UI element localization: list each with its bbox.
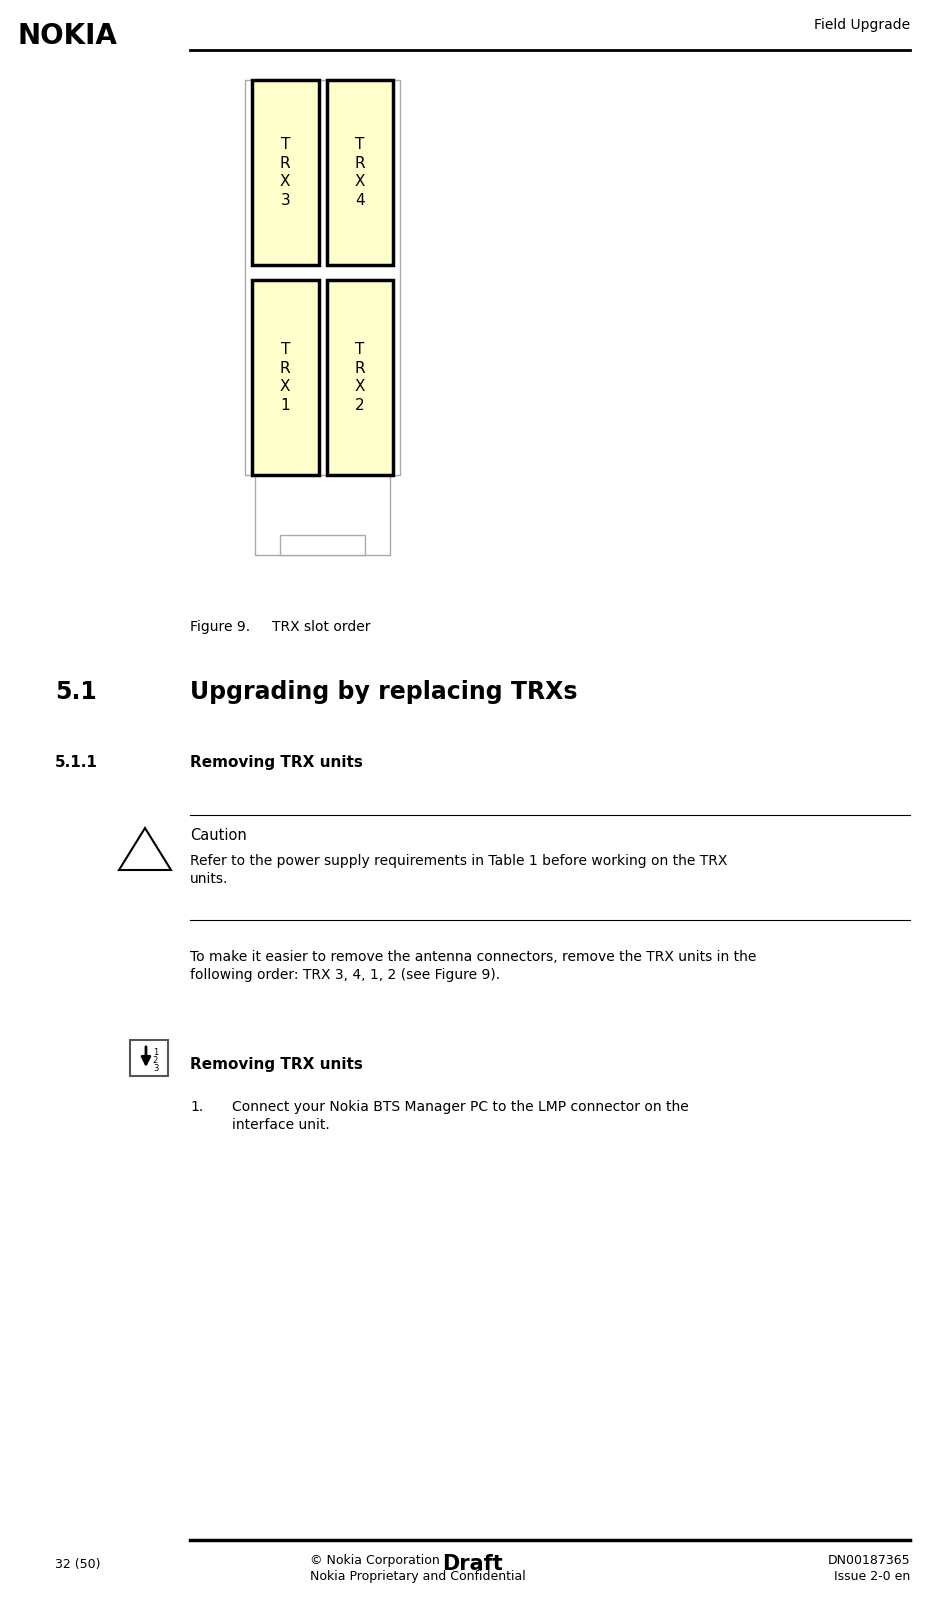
Text: © Nokia Corporation: © Nokia Corporation	[310, 1554, 439, 1567]
Text: T
R
X
3: T R X 3	[279, 137, 290, 208]
Bar	[279, 535, 364, 556]
Text: Draft: Draft	[441, 1554, 502, 1575]
Bar	[327, 279, 393, 474]
Text: To make it easier to remove the antenna connectors, remove the TRX units in the
: To make it easier to remove the antenna …	[190, 950, 755, 982]
Text: 1: 1	[153, 1048, 158, 1057]
Bar	[252, 279, 318, 474]
Text: Connect your Nokia BTS Manager PC to the LMP connector on the
interface unit.: Connect your Nokia BTS Manager PC to the…	[232, 1100, 688, 1132]
Text: Removing TRX units: Removing TRX units	[190, 1057, 362, 1072]
Bar	[252, 80, 318, 265]
Text: Upgrading by replacing TRXs: Upgrading by replacing TRXs	[190, 680, 577, 704]
Text: Issue 2-0 en: Issue 2-0 en	[833, 1570, 909, 1583]
Text: Refer to the power supply requirements in Table 1 before working on the TRX
unit: Refer to the power supply requirements i…	[190, 854, 727, 886]
Text: 3: 3	[153, 1064, 158, 1073]
Text: Figure 9.     TRX slot order: Figure 9. TRX slot order	[190, 620, 370, 634]
Bar	[327, 80, 393, 265]
Text: 2: 2	[153, 1056, 158, 1065]
Bar	[130, 1040, 168, 1076]
Text: Field Upgrade: Field Upgrade	[813, 18, 909, 32]
Text: 1.: 1.	[190, 1100, 203, 1115]
Text: DN00187365: DN00187365	[827, 1554, 909, 1567]
Text: Removing TRX units: Removing TRX units	[190, 755, 362, 770]
Bar	[244, 80, 399, 474]
Text: NOKIA: NOKIA	[18, 22, 118, 50]
Text: T
R
X
2: T R X 2	[354, 342, 364, 414]
Text: 32 (50): 32 (50)	[55, 1559, 100, 1571]
Text: Caution: Caution	[190, 827, 246, 843]
Text: 5.1.1: 5.1.1	[55, 755, 98, 770]
Bar	[255, 474, 390, 556]
Text: T
R
X
1: T R X 1	[279, 342, 290, 414]
Text: 5.1: 5.1	[55, 680, 96, 704]
Text: Nokia Proprietary and Confidential: Nokia Proprietary and Confidential	[310, 1570, 525, 1583]
Text: T
R
X
4: T R X 4	[354, 137, 364, 208]
